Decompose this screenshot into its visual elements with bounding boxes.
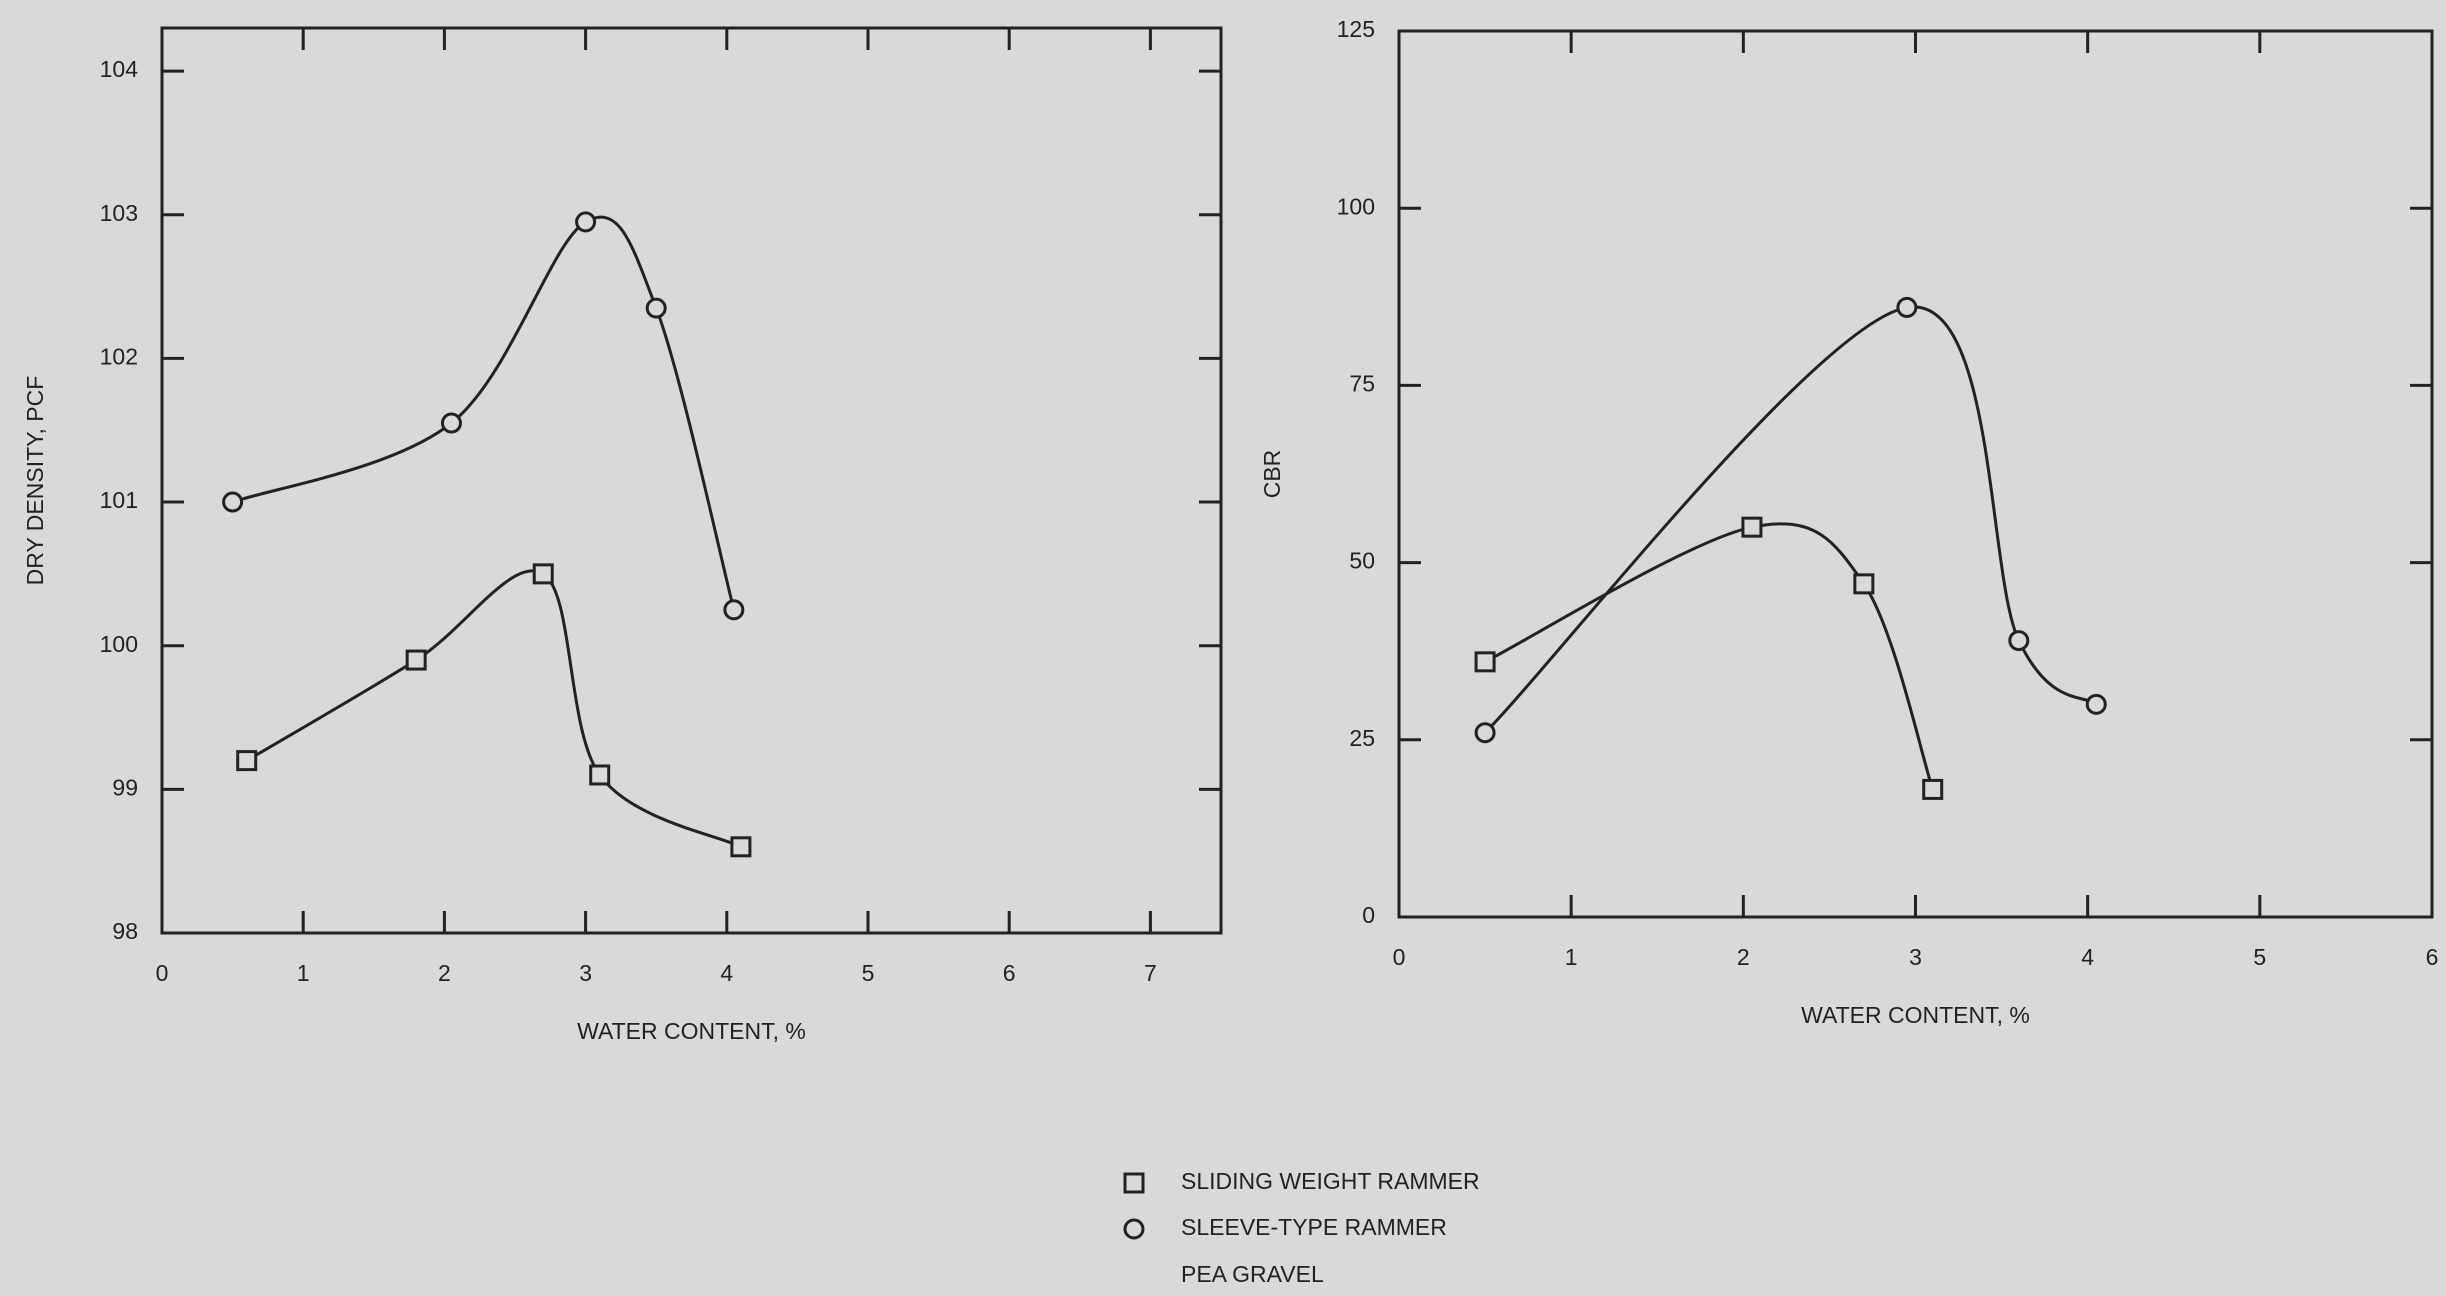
square-marker xyxy=(1922,778,1944,800)
y-tick-label: 75 xyxy=(1349,370,1375,396)
square-marker xyxy=(532,563,554,585)
circle-marker xyxy=(222,491,244,513)
x-tick-label: 3 xyxy=(579,960,592,986)
y-tick-label: 101 xyxy=(100,487,138,513)
y-tick-label: 25 xyxy=(1349,725,1375,751)
square-marker xyxy=(730,836,752,858)
square-marker xyxy=(405,649,427,671)
x-tick-label: 3 xyxy=(1909,944,1922,970)
x-tick-label: 2 xyxy=(438,960,451,986)
x-tick-label: 1 xyxy=(1565,944,1578,970)
x-tick-label: 4 xyxy=(2081,944,2094,970)
circle-marker xyxy=(1896,296,1918,318)
circle-marker xyxy=(2008,630,2030,652)
square-marker xyxy=(236,750,258,772)
y-tick-label: 102 xyxy=(100,343,138,369)
plot-frame xyxy=(160,26,1223,935)
circle-marker xyxy=(2085,693,2107,715)
x-tick-label: 7 xyxy=(1144,960,1157,986)
circle-marker xyxy=(1474,722,1496,744)
x-tick-label: 0 xyxy=(1393,944,1406,970)
legend-symbol xyxy=(1123,1218,1145,1240)
y-tick-label: 104 xyxy=(100,56,139,82)
y-tick-label: 99 xyxy=(112,774,138,800)
y-tick-label: 100 xyxy=(1337,193,1375,219)
square-marker xyxy=(1853,573,1875,595)
x-tick-label: 6 xyxy=(2426,944,2439,970)
x-tick-label: 5 xyxy=(862,960,875,986)
y-tick-label: 50 xyxy=(1349,548,1375,574)
y-tick-label: 125 xyxy=(1337,16,1375,42)
legend-label: SLIDING WEIGHT RAMMER xyxy=(1181,1168,1480,1194)
x-tick-label: 5 xyxy=(2253,944,2266,970)
x-axis-title: WATER CONTENT, % xyxy=(1801,1002,2030,1028)
series-curve xyxy=(232,215,736,611)
square-marker xyxy=(1741,516,1763,538)
y-tick-label: 103 xyxy=(100,200,138,226)
x-tick-label: 4 xyxy=(720,960,733,986)
x-tick-label: 6 xyxy=(1003,960,1016,986)
circle-marker xyxy=(440,412,462,434)
y-tick-label: 100 xyxy=(100,631,138,657)
circle-marker xyxy=(723,599,745,621)
x-axis-title: WATER CONTENT, % xyxy=(577,1018,806,1044)
y-tick-label: 0 xyxy=(1362,902,1375,928)
circle-marker xyxy=(575,211,597,233)
x-tick-label: 0 xyxy=(156,960,169,986)
legend-symbol xyxy=(1123,1172,1145,1194)
x-tick-label: 1 xyxy=(297,960,310,986)
legend-note: PEA GRAVEL xyxy=(1181,1261,1324,1287)
square-marker xyxy=(589,764,611,786)
series-curve xyxy=(1484,522,1935,790)
series-curve xyxy=(245,569,742,849)
y-axis-title: DRY DENSITY, PCF xyxy=(22,376,48,586)
series-curve xyxy=(1484,305,2098,734)
y-axis-title: CBR xyxy=(1259,450,1285,499)
legend-label: SLEEVE-TYPE RAMMER xyxy=(1181,1214,1447,1240)
x-tick-label: 2 xyxy=(1737,944,1750,970)
square-marker xyxy=(1474,651,1496,673)
circle-marker xyxy=(645,297,667,319)
plot-frame xyxy=(1397,29,2434,919)
y-tick-label: 98 xyxy=(112,918,138,944)
